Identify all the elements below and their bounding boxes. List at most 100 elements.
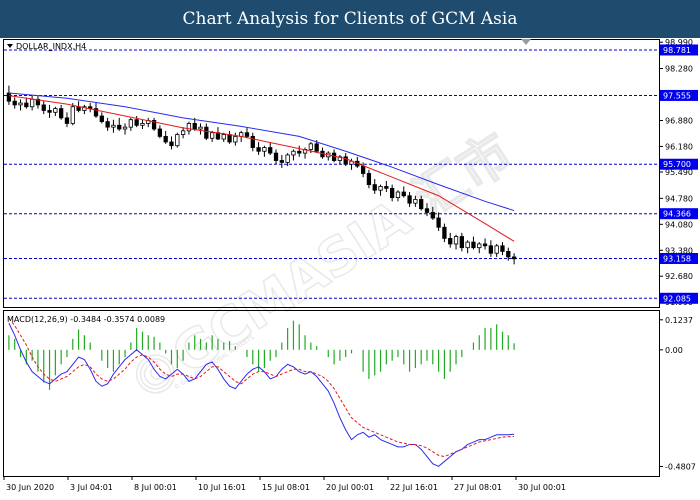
candle-body <box>384 186 389 189</box>
candle-body <box>413 199 418 204</box>
candle-body <box>285 154 290 163</box>
candle <box>105 117 110 131</box>
candle-body <box>70 106 75 124</box>
candle-body <box>209 132 215 139</box>
level-badge <box>660 158 698 170</box>
candle <box>291 149 296 161</box>
candle-body <box>511 256 517 260</box>
price-tick-label: 94.780 <box>665 194 693 203</box>
candle <box>465 240 470 254</box>
level-badge <box>660 208 698 220</box>
candle <box>494 243 499 257</box>
candle-body <box>41 104 46 111</box>
time-tick-label: 10 Jul 16:01 <box>198 483 246 492</box>
price-tick-label: 95.490 <box>665 168 693 177</box>
candle <box>424 203 430 217</box>
candle-body <box>175 134 180 147</box>
candle-body <box>192 123 197 130</box>
candle <box>471 236 476 250</box>
candle-body <box>180 130 186 135</box>
macd-signal-line <box>8 317 515 458</box>
level-badge-label: 92.085 <box>663 294 691 303</box>
candle <box>64 112 70 128</box>
candle <box>488 240 494 257</box>
candle <box>233 132 238 146</box>
candle <box>70 103 75 126</box>
macd-tick-label: 0.1237 <box>665 316 693 325</box>
candle <box>413 195 418 207</box>
time-tick-label: 3 Jul 04:01 <box>70 483 113 492</box>
price-tick-label: 94.080 <box>665 220 693 229</box>
level-badge-label: 97.555 <box>663 91 691 100</box>
candle <box>186 121 192 135</box>
candle-body <box>366 173 372 186</box>
level-badges: 98.781 97.555 95.700 94.366 93.158 92.085 <box>660 44 698 304</box>
level-badge <box>660 252 698 264</box>
price-tick-label: 98.990 <box>665 38 693 47</box>
candle <box>35 95 41 109</box>
price-tick-label: 92.680 <box>665 272 693 281</box>
candle-body <box>291 150 296 156</box>
candle-body <box>169 141 174 147</box>
candlestick-series <box>6 85 517 265</box>
candle <box>250 132 255 152</box>
candle-body <box>204 126 209 139</box>
candle-body <box>99 115 104 122</box>
candle <box>122 123 128 135</box>
macd-axis: 0.1237 0.00 -0.4807 <box>659 316 696 471</box>
candle-body <box>76 106 81 111</box>
candle-body <box>360 165 366 174</box>
candle-body <box>273 152 279 161</box>
candle-body <box>453 236 459 245</box>
candle <box>442 223 447 243</box>
candle <box>390 184 395 202</box>
candle-body <box>117 124 122 130</box>
candle-body <box>401 191 406 197</box>
candle-body <box>64 117 70 124</box>
candle-body <box>448 237 453 245</box>
candle-body <box>500 245 505 252</box>
level-badge-label: 94.366 <box>663 210 691 219</box>
candle <box>482 238 488 250</box>
candle <box>169 136 174 150</box>
candle <box>430 206 435 220</box>
candle-body <box>122 126 128 130</box>
candle-body <box>424 208 430 213</box>
price-panel <box>3 39 660 308</box>
candle-body <box>227 134 232 143</box>
candle <box>175 132 180 148</box>
candle-body <box>198 126 203 130</box>
candle-body <box>308 143 313 150</box>
price-tick-label: 93.380 <box>665 246 693 255</box>
candle-body <box>18 102 23 106</box>
support-resistance-levels <box>4 49 659 299</box>
candle-body <box>35 98 41 106</box>
level-badge-label: 95.700 <box>663 160 691 169</box>
candle-body <box>407 195 412 204</box>
candle-body <box>268 147 273 154</box>
chart-shift-icon <box>521 39 531 45</box>
macd-tick-label: -0.4807 <box>665 462 696 471</box>
candle <box>372 179 377 194</box>
price-tick-label: 98.280 <box>665 65 693 74</box>
trading-chart: ©GCMASIA 汇市 © GCM ASIA GLOBAL MARKETS 98… <box>3 38 698 492</box>
candle-body <box>262 147 267 152</box>
candle-body <box>12 100 17 106</box>
candle-body <box>390 187 395 199</box>
candle <box>29 95 35 111</box>
candle-body <box>53 108 58 113</box>
candle <box>6 85 12 105</box>
candle <box>157 125 163 139</box>
candle <box>448 232 453 248</box>
candle <box>198 123 203 135</box>
candle-body <box>128 119 133 128</box>
triangle-down-icon <box>7 44 13 48</box>
macd-title: MACD(12,26,9) -0.3484 -0.3574 0.0089 <box>7 315 165 324</box>
candle <box>337 154 343 165</box>
candle <box>12 97 17 109</box>
sma-fast-line <box>8 95 515 242</box>
candle <box>128 117 133 131</box>
candle <box>146 117 151 128</box>
candle <box>268 141 273 155</box>
price-tick-label: 96.880 <box>665 116 693 125</box>
